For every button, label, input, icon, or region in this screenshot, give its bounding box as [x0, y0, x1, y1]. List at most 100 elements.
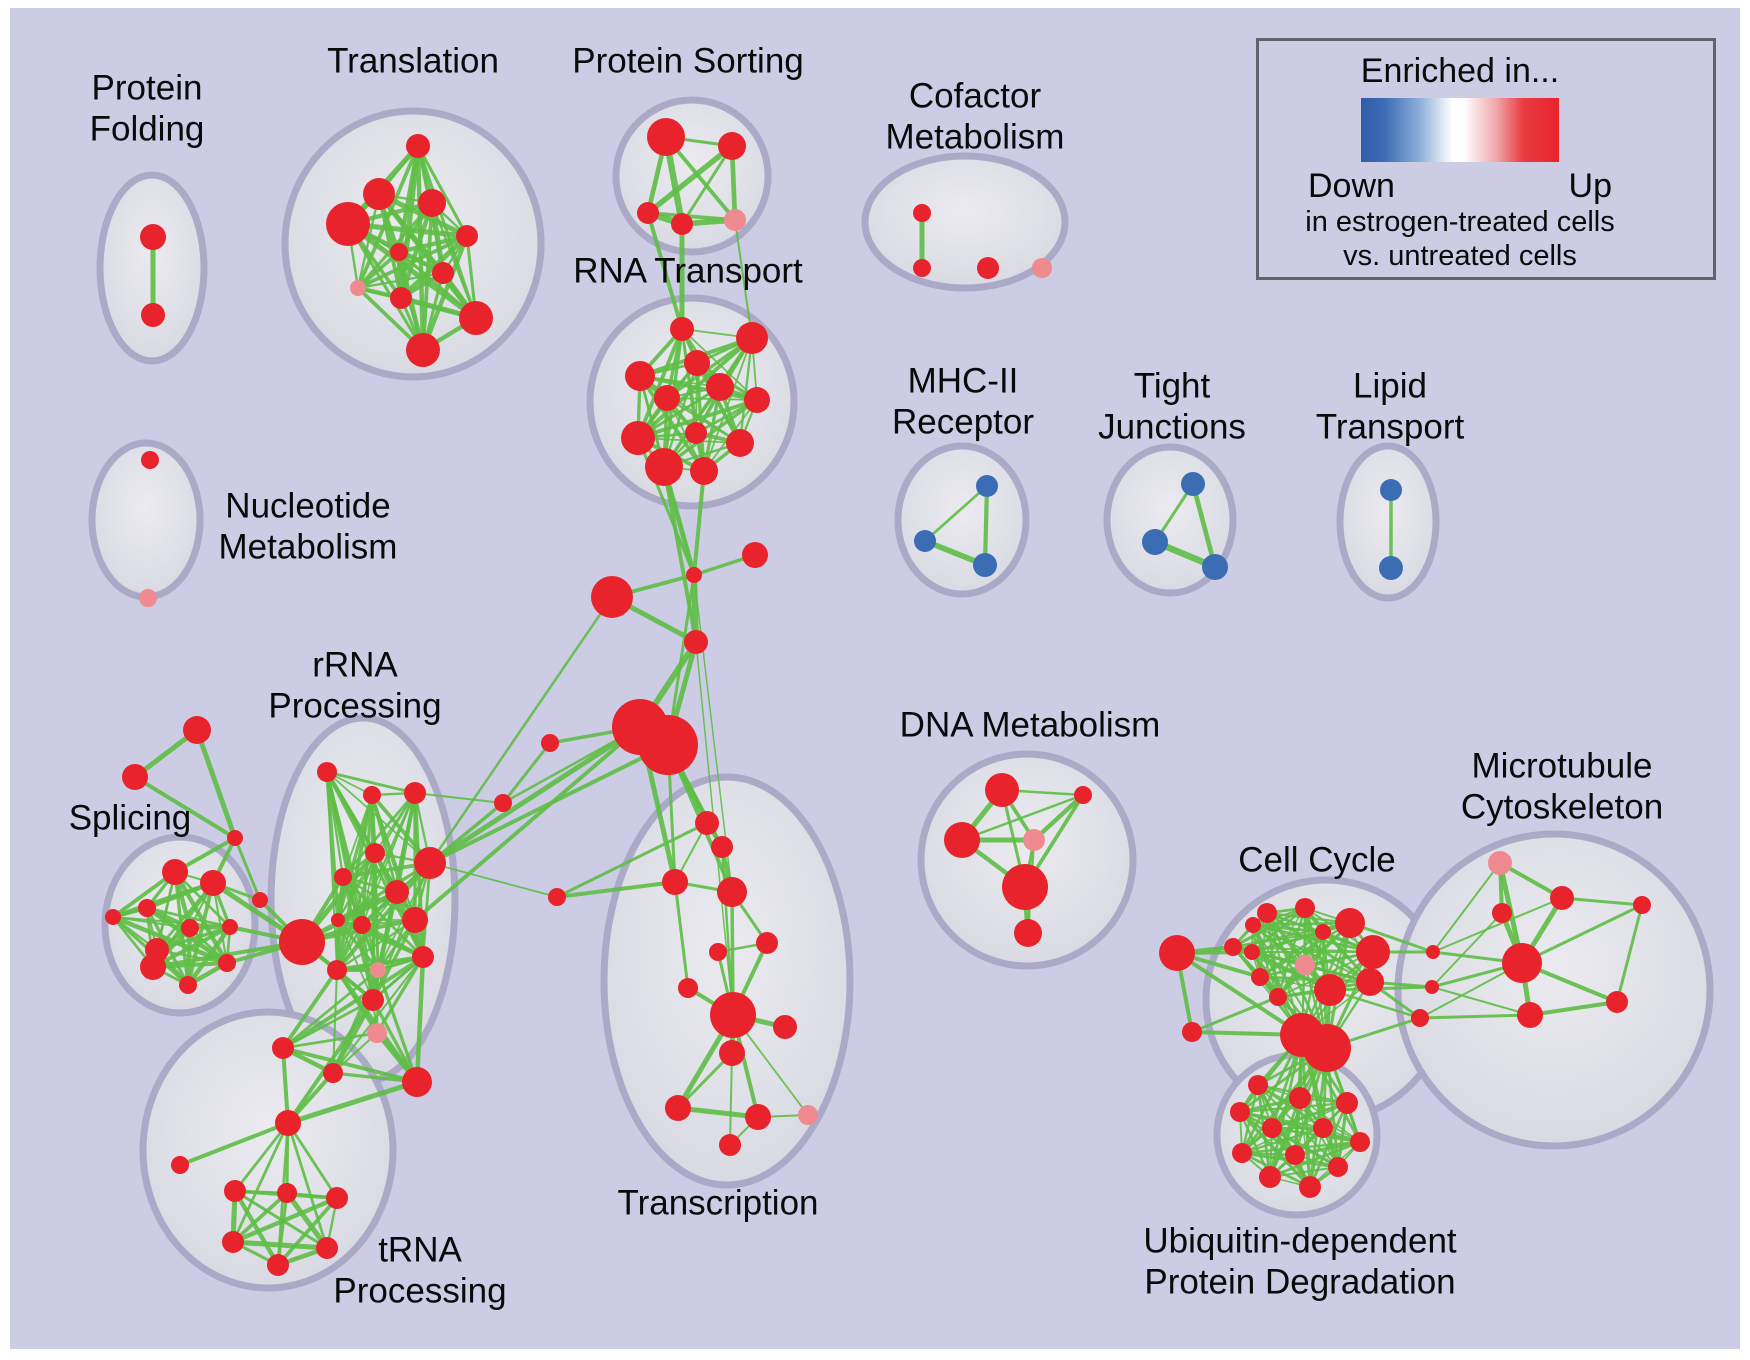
node-t5 — [456, 225, 478, 247]
node-sp9 — [218, 954, 236, 972]
node-r1 — [670, 317, 694, 341]
node-tg3 — [227, 830, 243, 846]
edge-rr11-tna — [281, 955, 425, 1050]
legend-box: Enriched in... Down Up in estrogen-treat… — [1256, 38, 1716, 280]
node-rr5 — [334, 868, 352, 886]
cluster-label-lipid-transport-line2: Transport — [1316, 407, 1465, 446]
node-c7 — [1295, 955, 1315, 975]
edge-m2-m7 — [1560, 896, 1644, 907]
cluster-label-splicing-line1: Splicing — [69, 798, 192, 837]
cluster-label-cell-cycle-line1: Cell Cycle — [1238, 840, 1396, 879]
node-rr10 — [370, 962, 386, 978]
edge-sp2-sp9 — [211, 881, 229, 965]
edge-ps5-r2 — [734, 219, 753, 339]
edge-t6-t8 — [356, 250, 401, 290]
cluster-label-protein-sorting-line1: Protein Sorting — [572, 41, 804, 80]
node-t9 — [390, 287, 412, 309]
edge-tr_3-tr_6 — [276, 1196, 339, 1267]
node-c6 — [1335, 908, 1365, 938]
node-m1 — [494, 794, 512, 812]
node-c9 — [1269, 988, 1287, 1006]
node-cf2 — [913, 259, 931, 277]
node-c11 — [1356, 935, 1390, 969]
edge-r6-r10 — [665, 396, 742, 445]
node-tr_3 — [326, 1187, 348, 1209]
node-sp4 — [181, 919, 199, 937]
node-c5 — [1315, 924, 1331, 940]
edge-t4-t10 — [345, 221, 479, 321]
edge-tr_1-tr_6 — [232, 1188, 281, 1268]
edge-c11-c18 — [1251, 923, 1375, 954]
edge-r6-r7 — [666, 397, 758, 401]
node-ps4 — [671, 213, 693, 235]
node-u7 — [1350, 1132, 1370, 1152]
edge-mh1-mh2 — [923, 484, 989, 543]
node-r3 — [684, 350, 710, 376]
node-j3 — [684, 630, 708, 654]
edge-r7-r11 — [662, 398, 759, 469]
node-c15 — [1182, 1022, 1202, 1042]
node-tj1 — [1181, 472, 1205, 496]
edge-hub2-tr_5 — [286, 1121, 329, 1250]
edge-rr4-rr9 — [361, 852, 376, 926]
edge-tx0-tx3 — [555, 880, 677, 899]
node-h1 — [591, 576, 633, 618]
node-c2 — [1244, 944, 1260, 960]
edge-tx2-txh — [720, 845, 735, 1017]
cluster-ellipse-lipid-transport — [1336, 442, 1440, 602]
edge-c6-c18 — [1251, 921, 1352, 927]
node-u3 — [1336, 1092, 1358, 1114]
legend-subtitle-line2: vs. untreated cells — [1343, 240, 1577, 272]
node-c18 — [1245, 917, 1261, 933]
node-r9 — [621, 421, 655, 455]
node-tx9 — [719, 1040, 745, 1066]
node-s1 — [541, 734, 559, 752]
node-r8 — [685, 422, 707, 444]
node-tp — [367, 1023, 387, 1043]
node-c4 — [1295, 898, 1315, 918]
node-jx2 — [1425, 980, 1439, 994]
edge-jx1-m2 — [1432, 897, 1563, 953]
node-u11 — [1259, 1166, 1281, 1188]
node-c12 — [1356, 968, 1384, 996]
edge-tx13-tx9 — [729, 1052, 733, 1146]
edge-jx2-m3 — [1431, 912, 1503, 988]
cluster-label-ubiquitin-degradation-line2: Protein Degradation — [1144, 1262, 1455, 1301]
node-sp2 — [200, 870, 226, 896]
edge-ps3-r1 — [646, 211, 684, 331]
edge-tg2-tg3 — [133, 775, 237, 840]
edge-jx3-m5 — [1418, 1013, 1532, 1020]
edge-d2-d4 — [960, 793, 1085, 842]
node-sp11 — [140, 954, 166, 980]
node-m6 — [1606, 991, 1628, 1013]
node-tx2 — [711, 836, 733, 858]
node-hub — [279, 919, 325, 965]
node-rr9 — [353, 916, 371, 934]
edge-rr7-rr13 — [371, 861, 432, 1002]
cluster-label-ubiquitin-degradation-line1: Ubiquitin-dependent — [1143, 1221, 1457, 1260]
edge-rr1-rr14 — [325, 770, 340, 922]
edge-m5-m6 — [1528, 1000, 1619, 1017]
node-u9 — [1285, 1145, 1305, 1165]
node-tx12 — [798, 1105, 818, 1125]
edge-r2-r10 — [738, 336, 754, 445]
nodes-layer — [105, 118, 1651, 1276]
node-d4 — [944, 822, 980, 858]
cluster-ellipse-microtubule-cytoskeleton — [1394, 830, 1714, 1150]
edge-c9-c11 — [1277, 951, 1374, 998]
node-tx8 — [773, 1015, 797, 1039]
edge-sp3-sp5 — [145, 906, 232, 929]
node-t6 — [390, 243, 408, 261]
node-c14 — [1303, 1024, 1351, 1072]
node-c8 — [1251, 968, 1269, 986]
node-tr_6 — [267, 1254, 289, 1276]
node-c10 — [1314, 974, 1346, 1006]
edge-rr7-b1 — [427, 724, 643, 866]
legend-title: Enriched in... — [1360, 52, 1560, 90]
edge-rr10-tna — [281, 968, 380, 1050]
cluster-ellipse-mhc-ii-receptor — [894, 442, 1030, 598]
node-rr2 — [363, 786, 381, 804]
node-tx5 — [709, 943, 727, 961]
